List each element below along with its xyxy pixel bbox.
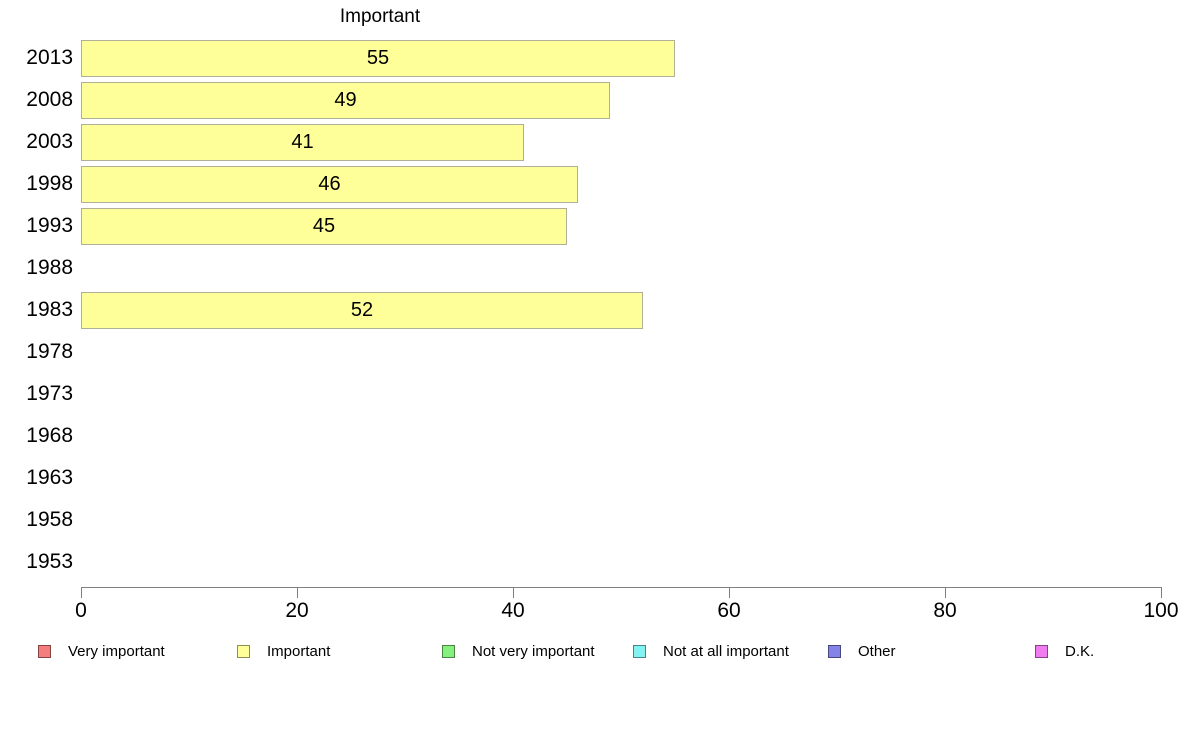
legend-label: Not at all important (663, 642, 789, 660)
legend-item: Other (828, 642, 896, 660)
bar-value-label: 49 (334, 88, 357, 111)
y-axis-label: 1973 (26, 382, 73, 405)
bar: 49 (81, 81, 610, 119)
bar: 41 (81, 123, 524, 161)
legend-swatch (442, 644, 455, 658)
legend-label: Not very important (472, 642, 595, 660)
bar-value-label: 46 (318, 172, 341, 195)
x-axis-tick-label: 40 (501, 599, 525, 622)
y-axis-label: 1963 (26, 466, 73, 489)
x-axis-tick (81, 587, 82, 598)
x-axis-tick-label: 20 (285, 599, 309, 622)
y-axis-label: 1968 (26, 424, 73, 447)
x-axis-tick (729, 587, 730, 598)
x-axis-tick-label: 60 (717, 599, 741, 622)
x-axis-tick (945, 587, 946, 598)
y-axis-label: 1993 (26, 214, 73, 237)
y-axis-label: 1998 (26, 172, 73, 195)
legend-swatch (237, 644, 250, 658)
legend-swatch (828, 644, 841, 658)
legend-item: Not at all important (633, 642, 789, 660)
legend-item: D.K. (1035, 642, 1095, 660)
legend-label: Very important (68, 642, 165, 660)
bar-value-label: 52 (350, 298, 374, 321)
bar: 52 (81, 291, 643, 329)
legend-label: Important (267, 642, 331, 660)
bar-value-label: 45 (312, 214, 336, 237)
x-axis-tick (1161, 587, 1162, 598)
chart-title: Important (339, 6, 421, 27)
x-axis-tick (513, 587, 514, 598)
x-axis-tick-label: 80 (933, 599, 957, 622)
legend-label: D.K. (1065, 642, 1095, 660)
y-axis-label: 1978 (26, 340, 73, 363)
legend-swatch (633, 644, 646, 658)
bar: 46 (81, 165, 578, 203)
y-axis-label: 1988 (26, 256, 73, 279)
legend-swatch (1035, 644, 1048, 658)
bar-value-label: 55 (366, 46, 390, 69)
x-axis-tick-label: 100 (1143, 599, 1179, 622)
legend-item: Very important (38, 642, 165, 660)
legend-item: Not very important (442, 642, 595, 660)
legend-item: Important (237, 642, 331, 660)
y-axis-label: 1958 (26, 508, 73, 531)
legend-label: Other (858, 642, 896, 660)
bar-value-label: 41 (291, 130, 314, 153)
y-axis-label: 2003 (26, 130, 73, 153)
y-axis-label: 2008 (26, 88, 73, 111)
x-axis-tick-label: 0 (75, 599, 87, 622)
legend-swatch (38, 644, 51, 658)
bar: 55 (81, 39, 675, 77)
y-axis-label: 1983 (26, 298, 73, 321)
x-axis-line (81, 587, 1161, 588)
y-axis-label: 1953 (26, 550, 73, 573)
y-axis-label: 2013 (26, 46, 73, 69)
bar: 45 (81, 207, 567, 245)
x-axis-tick (297, 587, 298, 598)
